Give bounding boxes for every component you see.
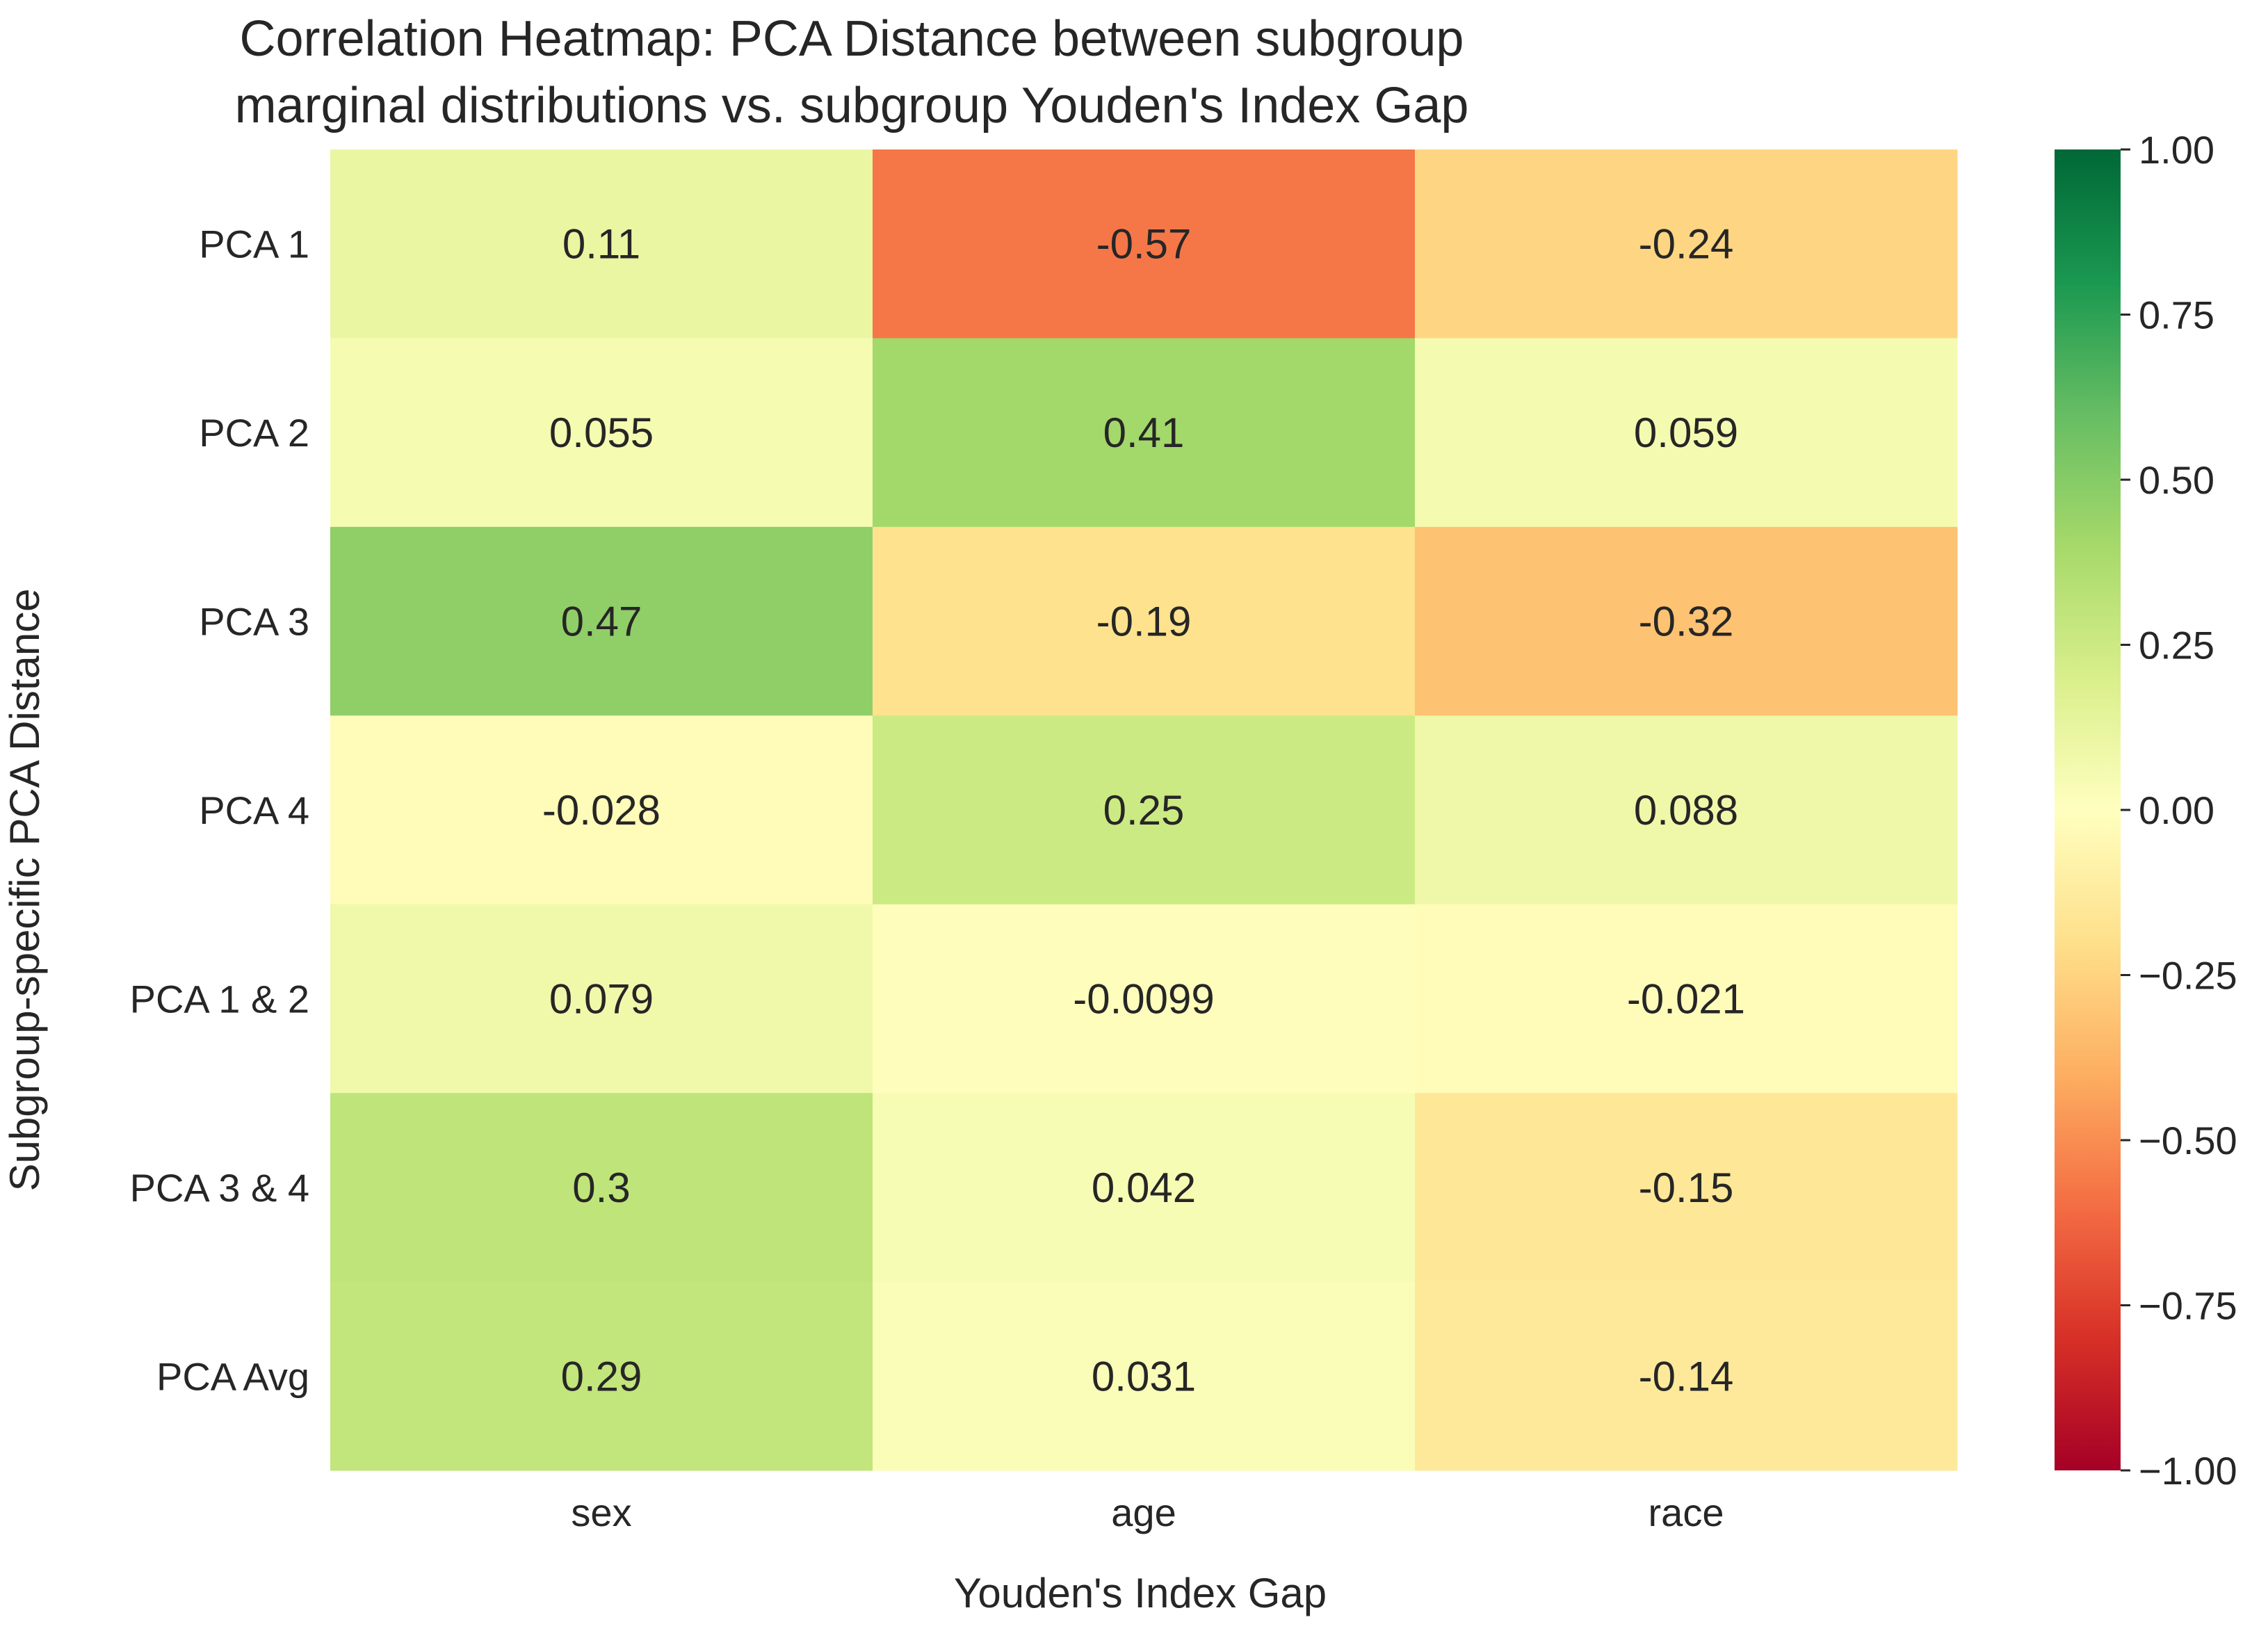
x-tick-label: age xyxy=(1111,1491,1176,1534)
y-tick-label: PCA 2 xyxy=(199,411,309,455)
cell-value-label: 0.059 xyxy=(1634,409,1738,456)
colorbar-gradient xyxy=(2055,149,2121,1470)
colorbar-tick-label: −0.25 xyxy=(2139,954,2237,998)
colorbar-tick-label: −0.75 xyxy=(2139,1284,2237,1328)
heatmap-cell xyxy=(330,526,873,716)
heatmap-cell xyxy=(1415,338,1958,528)
cell-value-label: 0.088 xyxy=(1634,787,1738,834)
cell-value-label: 0.11 xyxy=(562,221,640,268)
colorbar-tick-label: 1.00 xyxy=(2139,128,2214,172)
y-tick-label: PCA 3 & 4 xyxy=(130,1166,309,1210)
x-axis-label: Youden's Index Gap xyxy=(954,1570,1327,1616)
heatmap-cell xyxy=(1415,715,1958,905)
heatmap-cell xyxy=(873,715,1416,905)
heatmap-cell xyxy=(330,149,873,339)
y-tick-label: PCA 1 & 2 xyxy=(130,977,309,1021)
colorbar-tick-label: 0.00 xyxy=(2139,788,2214,832)
cell-value-label: 0.3 xyxy=(572,1165,630,1211)
cell-value-label: -0.19 xyxy=(1096,599,1192,645)
chart-title-line-1: Correlation Heatmap: PCA Distance betwee… xyxy=(240,11,1464,67)
y-tick-label: PCA Avg xyxy=(156,1354,309,1398)
cell-value-label: -0.15 xyxy=(1639,1165,1734,1211)
cell-value-label: -0.021 xyxy=(1627,975,1745,1022)
cell-value-label: -0.14 xyxy=(1639,1353,1734,1399)
cell-value-label: 0.055 xyxy=(549,409,654,456)
cell-value-label: -0.32 xyxy=(1639,599,1734,645)
cell-value-label: -0.24 xyxy=(1639,221,1734,268)
y-tick-labels: PCA 1 PCA 2 PCA 3 PCA 4 PCA 1 & 2 PCA 3 & 4 PC… xyxy=(130,222,309,1399)
heatmap-cell xyxy=(330,904,873,1094)
colorbar-tick-label: −0.50 xyxy=(2139,1119,2237,1162)
heatmap-cell xyxy=(330,715,873,905)
colorbar-tick-label: 0.75 xyxy=(2139,293,2214,337)
heatmap-cell xyxy=(1415,526,1958,716)
heatmap-cell xyxy=(873,338,1416,528)
y-axis-label: Subgroup-specific PCA Distance xyxy=(1,588,48,1191)
y-tick-label: PCA 1 xyxy=(199,222,309,266)
heatmap-cell xyxy=(873,526,1416,716)
heatmap-cell xyxy=(873,149,1416,339)
chart-title-line-2: marginal distributions vs. subgroup Youd… xyxy=(235,78,1469,133)
heatmap-cell xyxy=(330,338,873,528)
heatmap-cell xyxy=(873,1281,1416,1471)
cell-value-label: -0.57 xyxy=(1096,221,1192,268)
heatmap-cell xyxy=(1415,149,1958,339)
heatmap-cells: 0.11 -0.57 -0.24 0.055 0.41 0.059 0.47 -0.19 -0.… xyxy=(330,149,1958,1471)
cell-value-label: 0.25 xyxy=(1103,787,1185,834)
colorbar-tick-label: 0.25 xyxy=(2139,624,2214,667)
cell-value-label: 0.031 xyxy=(1092,1353,1196,1399)
cell-value-label: 0.47 xyxy=(561,599,642,645)
cell-value-label: 0.41 xyxy=(1103,409,1185,456)
cell-value-label: 0.079 xyxy=(549,975,654,1022)
colorbar-tick-label: 0.50 xyxy=(2139,458,2214,502)
x-tick-label: race xyxy=(1649,1491,1724,1534)
x-tick-label: sex xyxy=(571,1491,631,1534)
heatmap-cell xyxy=(1415,904,1958,1094)
cell-value-label: -0.0099 xyxy=(1073,975,1215,1022)
heatmap-cell xyxy=(873,904,1416,1094)
heatmap-cell xyxy=(1415,1281,1958,1471)
heatmap-cell xyxy=(330,1093,873,1283)
heatmap-cell xyxy=(330,1281,873,1471)
x-tick-labels: sex age race xyxy=(571,1491,1724,1534)
cell-value-label: -0.028 xyxy=(542,787,661,834)
y-tick-label: PCA 4 xyxy=(199,788,309,832)
y-tick-label: PCA 3 xyxy=(199,600,309,644)
cell-value-label: 0.29 xyxy=(561,1353,642,1399)
cell-value-label: 0.042 xyxy=(1092,1165,1196,1211)
colorbar-tick-label: −1.00 xyxy=(2139,1449,2237,1493)
heatmap-cell xyxy=(873,1093,1416,1283)
heatmap-cell xyxy=(1415,1093,1958,1283)
colorbar: 1.00 0.75 0.50 0.25 0.00 −0.25 −0.50 −0.75 −1.00 xyxy=(2055,128,2237,1493)
